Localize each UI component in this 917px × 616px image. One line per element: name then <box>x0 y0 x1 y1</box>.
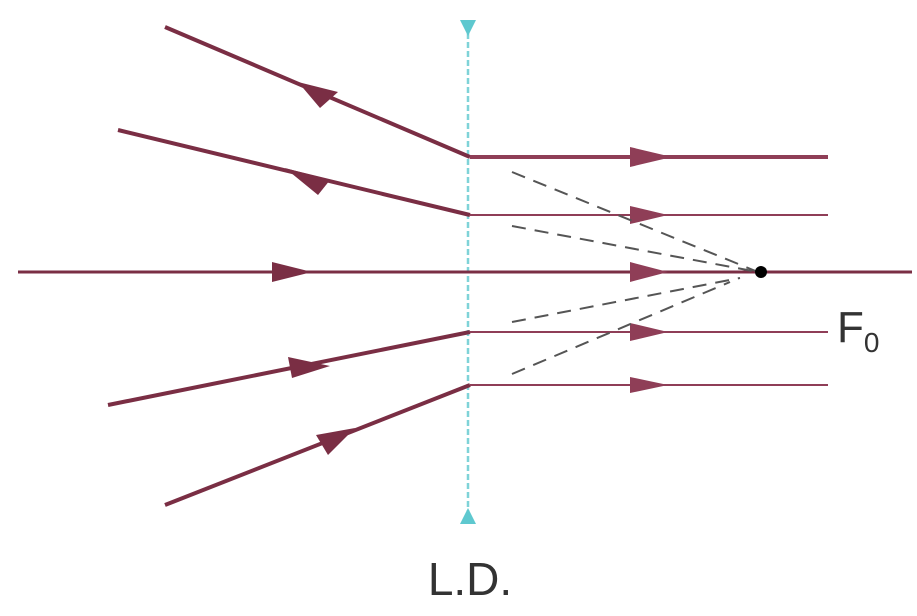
arrow-icon <box>630 206 668 224</box>
arrow-icon <box>285 168 330 195</box>
incident-rays <box>107 25 471 507</box>
incident-ray-4 <box>107 330 471 407</box>
incident-ray-arrows <box>272 82 355 455</box>
dashed-extension-4 <box>511 277 741 323</box>
arrow-icon <box>630 147 672 167</box>
dashed-extensions <box>511 171 759 375</box>
lens-bottom-arrow-icon <box>460 508 476 524</box>
lens-top-arrow-icon <box>460 20 476 36</box>
focus-point <box>755 266 767 278</box>
arrow-icon <box>630 262 668 282</box>
dashed-extension-5 <box>511 281 731 375</box>
arrow-icon <box>288 357 330 378</box>
arrow-icon <box>630 377 668 393</box>
focus-label-main: F <box>837 303 864 352</box>
dashed-extension-2 <box>511 225 759 273</box>
focus-label-subscript: 0 <box>864 327 880 358</box>
focus-label: F0 <box>837 303 879 358</box>
refracted-ray-arrows <box>630 147 672 393</box>
incident-ray-5 <box>164 383 471 507</box>
arrow-icon <box>272 262 312 282</box>
arrow-icon <box>316 428 355 455</box>
arrow-icon <box>298 82 338 108</box>
lens-label: L.D. <box>428 553 512 605</box>
arrow-icon <box>630 323 668 341</box>
